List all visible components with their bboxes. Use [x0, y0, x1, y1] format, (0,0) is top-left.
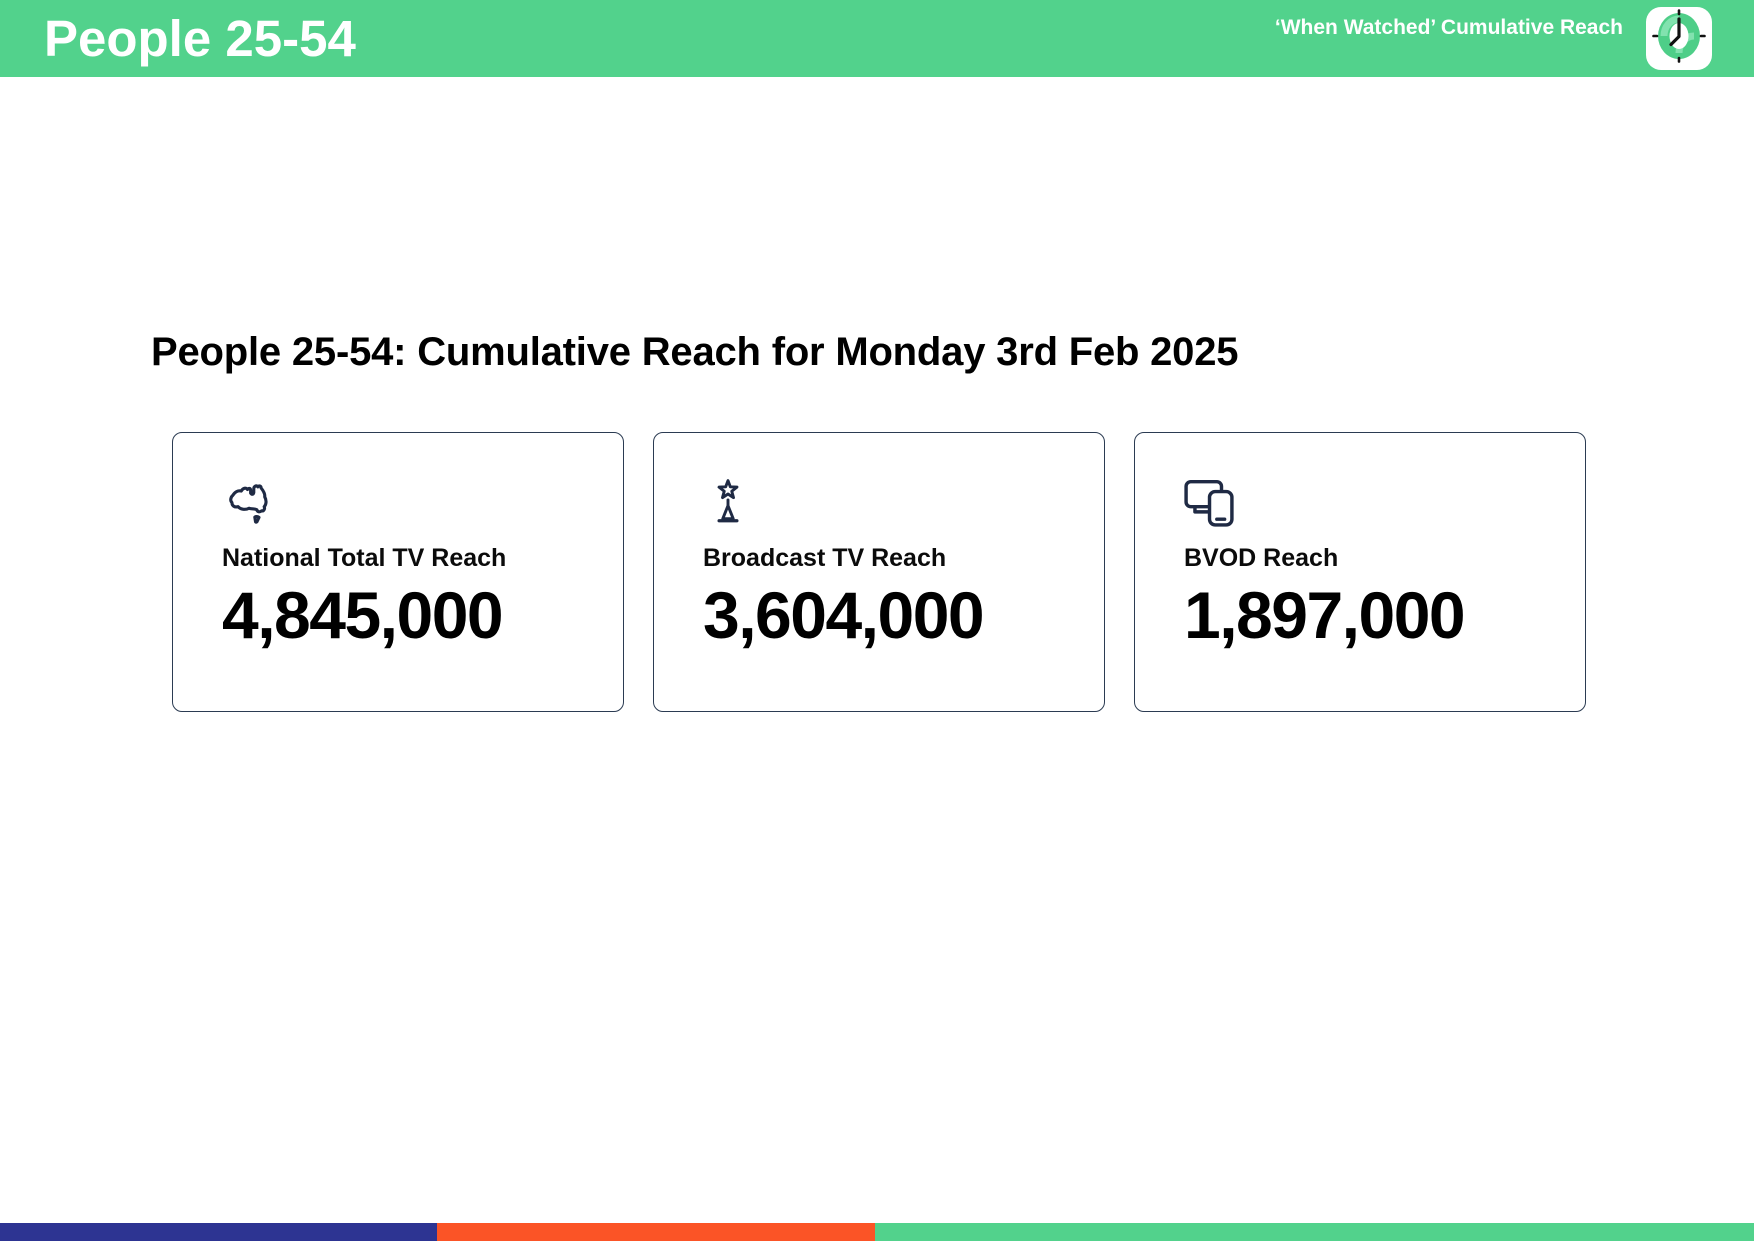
- footer-segment-green: [874, 1223, 1754, 1241]
- footer-segment-orange: [436, 1223, 875, 1241]
- kpi-value: 4,845,000: [222, 578, 504, 652]
- kpi-card-national-total-tv-reach: National Total TV Reach 4,845,000: [172, 432, 624, 712]
- clock-logo-tile: [1646, 7, 1712, 70]
- broadcast-tower-star-icon: [703, 477, 753, 527]
- app-header: People 25-54 ‘When Watched’ Cumulative R…: [0, 0, 1754, 77]
- kpi-label: BVOD Reach: [1184, 544, 1339, 572]
- kpi-card-row: National Total TV Reach 4,845,000 Broadc…: [172, 432, 1754, 712]
- report-body: People 25-54: Cumulative Reach for Monda…: [0, 328, 1754, 712]
- report-heading: People 25-54: Cumulative Reach for Monda…: [151, 330, 1239, 374]
- header-subtitle: ‘When Watched’ Cumulative Reach: [1274, 15, 1623, 39]
- footer-segment-blue: [0, 1223, 437, 1241]
- kpi-value: 1,897,000: [1184, 578, 1466, 652]
- kpi-label: Broadcast TV Reach: [703, 544, 947, 572]
- kpi-label: National Total TV Reach: [222, 544, 507, 572]
- clock-icon: [1651, 8, 1707, 69]
- page-title: People 25-54: [44, 10, 356, 67]
- header-right: ‘When Watched’ Cumulative Reach: [1275, 7, 1712, 70]
- devices-icon: [1184, 477, 1234, 527]
- kpi-card-bvod-reach: BVOD Reach 1,897,000: [1134, 432, 1586, 712]
- australia-map-icon: [222, 477, 272, 527]
- kpi-value: 3,604,000: [703, 578, 985, 652]
- kpi-card-broadcast-tv-reach: Broadcast TV Reach 3,604,000: [653, 432, 1105, 712]
- footer-color-bar: [0, 1223, 1754, 1241]
